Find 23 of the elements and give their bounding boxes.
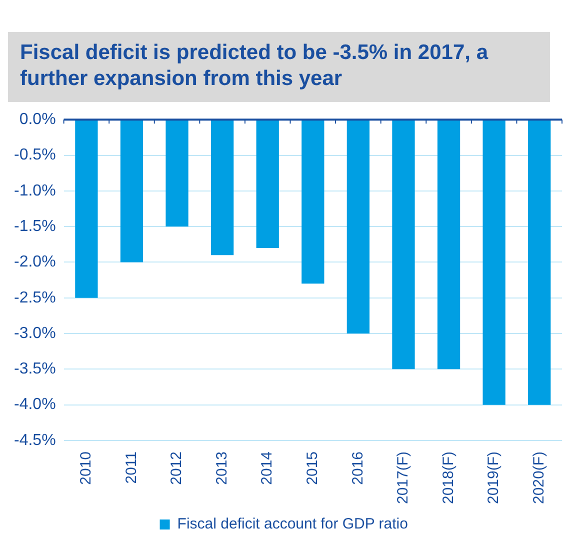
x-tick-label: 2016 — [349, 451, 366, 485]
y-tick-label: 0.0% — [19, 111, 56, 128]
y-tick-label: -3.0% — [14, 324, 56, 342]
x-tick-label: 2019(F) — [485, 451, 502, 504]
x-tick-label: 2020(F) — [530, 451, 548, 504]
x-tick-label: 2013 — [213, 451, 230, 485]
x-tick-label: 2010 — [78, 451, 95, 485]
y-tick-label: -2.0% — [14, 254, 56, 271]
legend-label: Fiscal deficit account for GDP ratio — [177, 516, 408, 533]
y-tick-label: -1.0% — [14, 182, 56, 200]
x-tick-label: 2011 — [122, 451, 140, 484]
y-tick-label: -4.0% — [14, 396, 56, 414]
x-tick-label: 2018(F) — [440, 451, 457, 504]
y-tick-label: -1.5% — [14, 218, 56, 235]
y-tick-label: -3.5% — [14, 360, 56, 378]
x-tick-label: 2014 — [258, 451, 276, 485]
chart-title: Fiscal deficit is predicted to be -3.5% in 2017, a further expansion from this year — [8, 32, 550, 102]
y-tick-label: -4.5% — [14, 432, 56, 449]
x-tick-label: 2012 — [168, 451, 186, 485]
y-tick-label: -0.5% — [14, 146, 56, 164]
x-tick-label: 2017(F) — [394, 451, 412, 504]
x-tick-label: 2015 — [304, 451, 322, 485]
y-tick-label: -2.5% — [14, 289, 56, 306]
